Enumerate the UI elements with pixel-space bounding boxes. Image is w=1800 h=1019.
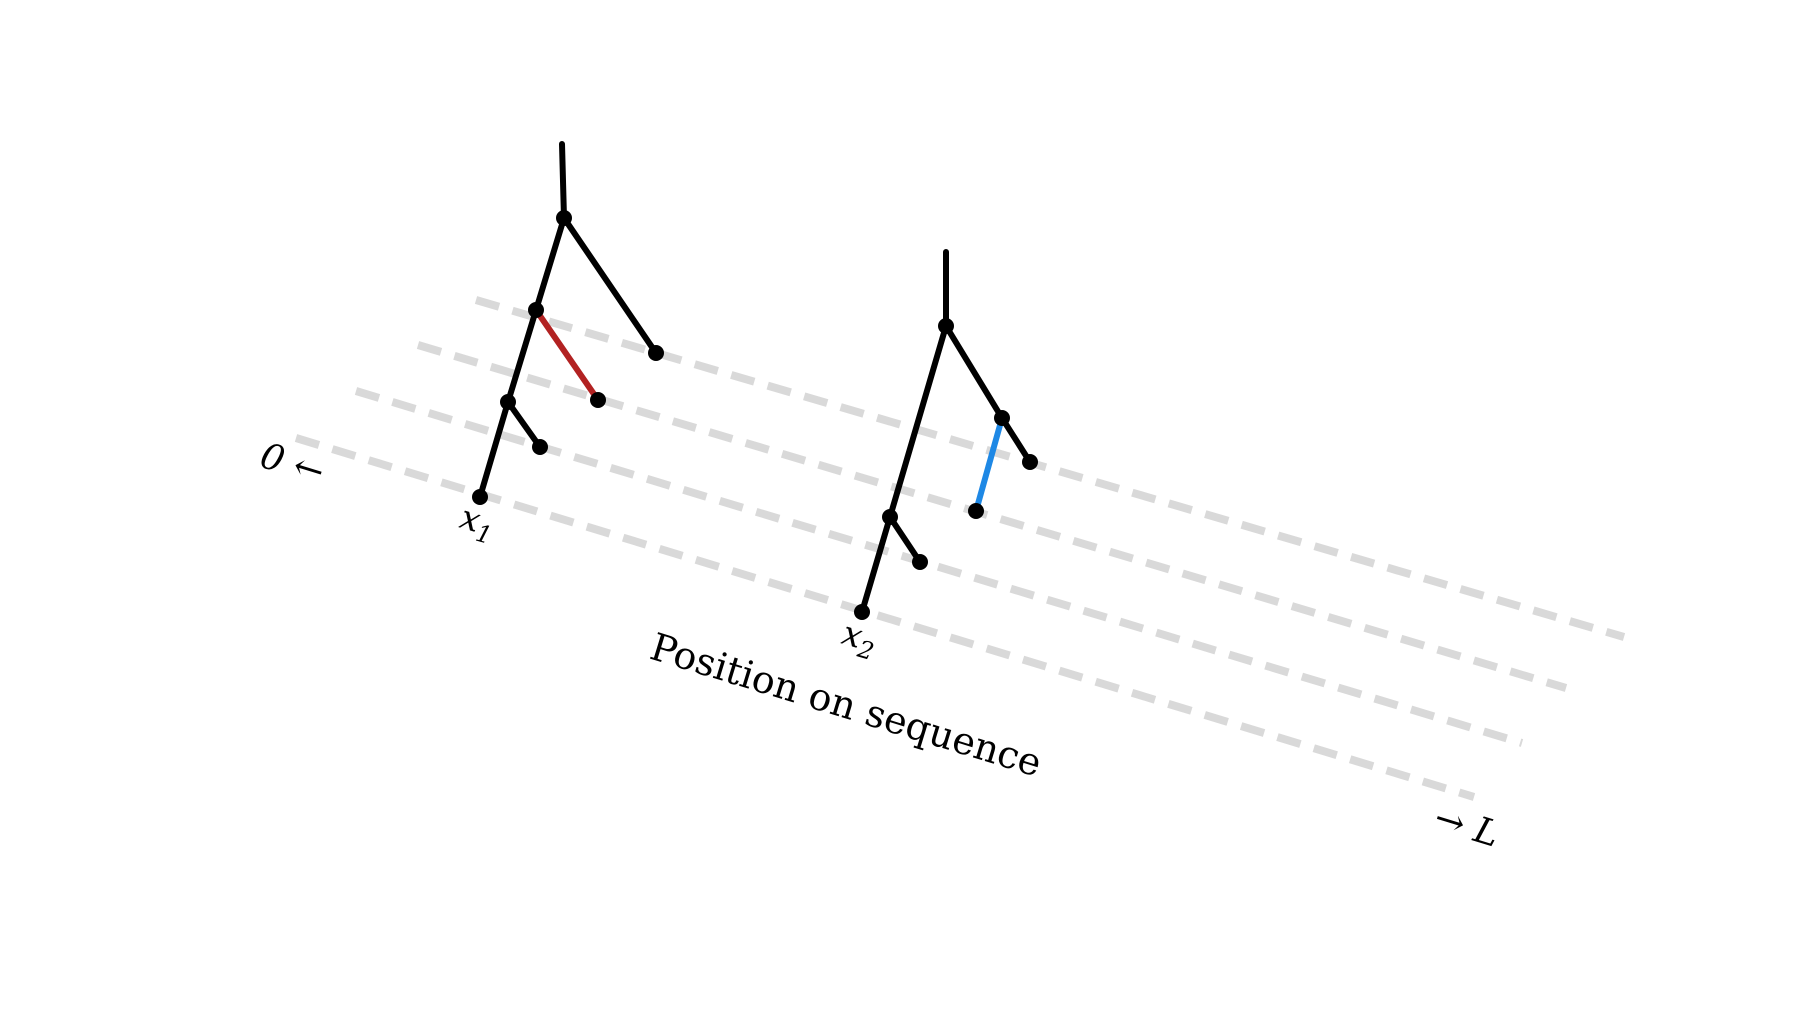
tree-2-node: [882, 509, 898, 525]
tree-1-branch: [561, 215, 659, 356]
tree-2-leaf: [968, 503, 984, 519]
tree-1-sampled-leaf: [472, 489, 488, 505]
leaf-label-x1-subscript: 1: [473, 519, 495, 550]
tree-1-leaf: [648, 345, 664, 361]
tree-2-branch: [887, 514, 923, 565]
tree-1: [472, 141, 664, 505]
tree-1-highlighted-branch: [533, 307, 601, 403]
tree-2-branch: [887, 323, 949, 520]
tree-2-leaf: [1022, 454, 1038, 470]
tree-2: [854, 249, 1038, 620]
tree-1-branch: [533, 215, 567, 313]
tree-1-root-stem: [559, 141, 567, 221]
tree-2-branch: [999, 415, 1033, 465]
sequence-end-label: → L: [1429, 797, 1504, 855]
tree-1-leaf: [532, 439, 548, 455]
sequence-lane-2: [354, 387, 1524, 747]
tree-2-highlighted-branch: [973, 415, 1005, 514]
tree-2-leaf: [912, 554, 928, 570]
tree-1-node: [528, 302, 544, 318]
tree-2-branch: [943, 323, 1005, 421]
leaf-label-x2-subscript: 2: [854, 635, 877, 666]
tree-1-branch: [477, 399, 511, 500]
tree-1-node: [500, 394, 516, 410]
tree-1-branch: [505, 399, 543, 450]
sequence-lane-3: [416, 341, 1568, 692]
tree-1-node: [556, 210, 572, 226]
sequence-lane-1: [294, 434, 1476, 801]
leaf-label-x1: x1: [454, 497, 500, 550]
tree-1-leaf: [590, 392, 606, 408]
tree-2-node: [938, 318, 954, 334]
leaf-label-x2: x2: [836, 613, 882, 666]
tree-2-sampled-leaf: [854, 604, 870, 620]
tree-1-branch: [505, 307, 539, 405]
tree-2-branch: [859, 514, 893, 615]
tree-2-node: [994, 410, 1010, 426]
sequence-lane-4: [474, 296, 1626, 641]
sequence-lanes: [294, 296, 1626, 801]
